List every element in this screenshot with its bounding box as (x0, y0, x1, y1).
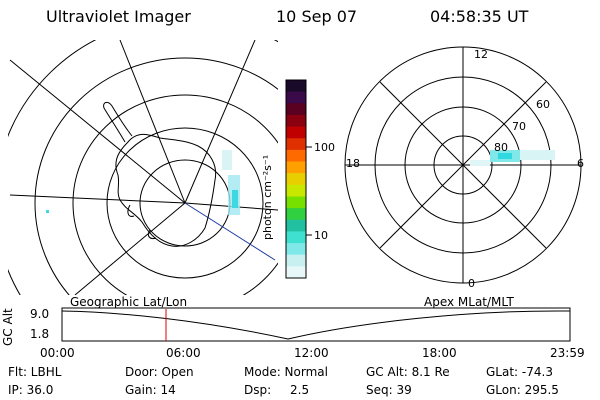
status-glon: GLon: 295.5 (486, 383, 559, 397)
colorbar-segment (286, 126, 306, 139)
antarctica-outline (115, 133, 217, 247)
status-mode: Mode: Normal (244, 365, 328, 379)
status-glat: GLat: -74.3 (486, 365, 553, 379)
colorbar-tick-label: 10 (314, 229, 328, 242)
coast-detail (147, 229, 157, 239)
timeline-x-tick: 23:59 (550, 346, 585, 360)
coast-detail (127, 204, 135, 217)
altitude-curve (61, 310, 571, 340)
colorbar-tick-label: 100 (314, 141, 335, 154)
mlt-label-18: 18 (346, 157, 360, 170)
colorbar-segment (286, 243, 306, 256)
timeline-left-label: Geographic Lat/Lon (70, 295, 188, 309)
colorbar-segment (286, 266, 306, 279)
status-door: Door: Open (125, 365, 194, 379)
meridian-line (9, 59, 186, 204)
status-gain: Gain: 14 (125, 383, 176, 397)
status-dsp-label: Dsp: (244, 383, 272, 397)
mlt-label-12: 12 (474, 48, 488, 61)
colorbar-segment (286, 161, 306, 174)
colorbar-segment (286, 219, 306, 232)
status-dsp-value: 2.5 (290, 383, 310, 397)
uv-emission-map (46, 150, 240, 215)
lat-circle (106, 127, 264, 279)
polar-axis (379, 81, 547, 249)
status-gc-alt: GC Alt: 8.1 Re (366, 365, 450, 379)
lat-label-60: 60 (536, 98, 550, 111)
timeline-right-label: Apex MLat/MLT (424, 295, 514, 309)
colorbar-segment (286, 184, 306, 197)
timeline-y-tick: 1.8 (30, 327, 50, 341)
colorbar-segment (286, 91, 306, 104)
meridian-line (119, 40, 186, 204)
timeline-x-tick: 12:00 (294, 346, 329, 360)
mlt-label-0: 0 (468, 277, 475, 290)
peninsula-outline (103, 101, 133, 143)
timeline-x-tick: 00:00 (40, 346, 75, 360)
colorbar-segment (286, 173, 306, 186)
lat-circle (72, 94, 278, 295)
colorbar-segment (286, 103, 306, 116)
colorbar-segment (286, 231, 306, 244)
date-label: 10 Sep 07 (276, 7, 358, 26)
status-filter: Flt: LBHL (8, 365, 62, 379)
time-label: 04:58:35 UT (430, 7, 529, 26)
colorbar-segment (286, 208, 306, 221)
meridian-line (9, 194, 186, 204)
lat-label-70: 70 (512, 120, 526, 133)
meridian-line (184, 40, 256, 204)
colorbar-segment (286, 80, 306, 93)
colorbar-segment (286, 138, 306, 151)
colorbar-segment (286, 149, 306, 163)
uv-emission-polar (470, 150, 555, 166)
timeline-y-tick: 9.0 (30, 307, 50, 321)
colorbar-segment (286, 196, 306, 209)
status-ip: IP: 36.0 (8, 383, 54, 397)
timeline-x-tick: 06:00 (166, 346, 201, 360)
instrument-title: Ultraviolet Imager (46, 7, 191, 26)
colorbar-segment (286, 254, 306, 267)
timeline-x-tick: 18:00 (422, 346, 457, 360)
lat-circle (34, 57, 278, 295)
meridian-line (74, 202, 186, 295)
meridian-line (184, 202, 276, 261)
status-seq: Seq: 39 (366, 383, 412, 397)
colorbar-segment (286, 114, 306, 128)
lat-label-80: 80 (494, 141, 508, 154)
mlt-label-6: 6 (577, 157, 584, 170)
